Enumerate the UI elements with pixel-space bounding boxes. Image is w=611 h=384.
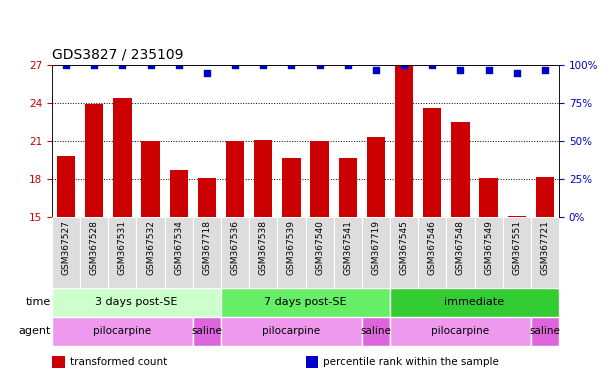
Text: GSM367718: GSM367718 [202,220,211,275]
Bar [531,317,559,346]
Bar [108,217,136,288]
Bar [390,288,559,317]
Text: 3 days post-SE: 3 days post-SE [95,297,178,308]
Point [287,62,296,68]
Text: saline: saline [191,326,222,336]
Text: 7 days post-SE: 7 days post-SE [264,297,347,308]
Text: GSM367534: GSM367534 [174,220,183,275]
Bar [113,98,131,217]
Bar [390,317,531,346]
Text: GSM367719: GSM367719 [371,220,381,275]
Text: GSM367527: GSM367527 [62,220,70,275]
Text: saline: saline [360,326,392,336]
Bar [282,157,301,217]
Point [145,62,155,68]
Point [230,62,240,68]
Text: pilocarpine: pilocarpine [262,326,321,336]
Point [428,62,437,68]
Bar [249,217,277,288]
Bar [475,217,503,288]
Bar [136,217,164,288]
Text: GSM367532: GSM367532 [146,220,155,275]
Bar [221,217,249,288]
Bar [85,104,103,217]
Bar [338,157,357,217]
Bar [52,317,193,346]
Bar [536,177,554,217]
Bar [395,64,413,217]
Bar [310,141,329,217]
Bar [164,217,193,288]
Bar [170,170,188,217]
Text: transformed count: transformed count [70,357,167,367]
Text: GSM367545: GSM367545 [400,220,409,275]
Bar [362,317,390,346]
Point [61,62,71,68]
Text: percentile rank within the sample: percentile rank within the sample [323,357,499,367]
Bar [423,108,441,217]
Bar [480,178,498,217]
Bar [52,288,221,317]
Point [202,70,212,76]
Bar [452,122,470,217]
Bar [362,217,390,288]
Bar [193,217,221,288]
Bar [193,317,221,346]
Point [399,62,409,68]
Text: time: time [26,297,51,308]
Text: immediate: immediate [444,297,505,308]
Text: GSM367541: GSM367541 [343,220,353,275]
Text: saline: saline [530,326,560,336]
Bar [367,137,385,217]
Bar [306,217,334,288]
Bar [254,140,273,217]
Bar [226,141,244,217]
Text: GSM367546: GSM367546 [428,220,437,275]
Text: GSM367531: GSM367531 [118,220,127,275]
Bar [80,217,108,288]
Text: pilocarpine: pilocarpine [93,326,152,336]
Point [343,62,353,68]
Point [484,67,494,73]
Point [512,70,522,76]
Bar [503,217,531,288]
Point [258,62,268,68]
Point [456,67,466,73]
Bar [221,288,390,317]
Bar [57,156,75,217]
Bar [531,217,559,288]
Text: GSM367536: GSM367536 [230,220,240,275]
Bar [334,217,362,288]
Bar [52,217,80,288]
Text: GSM367549: GSM367549 [484,220,493,275]
Text: GSM367539: GSM367539 [287,220,296,275]
Bar [418,217,447,288]
Point [117,62,127,68]
Text: GDS3827 / 235109: GDS3827 / 235109 [52,48,183,61]
Point [540,67,550,73]
Point [315,62,324,68]
Bar [141,141,159,217]
Bar [508,216,526,217]
Text: pilocarpine: pilocarpine [431,326,489,336]
Point [174,62,184,68]
Text: GSM367540: GSM367540 [315,220,324,275]
Text: GSM367548: GSM367548 [456,220,465,275]
Text: GSM367528: GSM367528 [90,220,99,275]
Bar [447,217,475,288]
Bar [390,217,418,288]
Bar [221,317,362,346]
Text: GSM367551: GSM367551 [512,220,521,275]
Text: agent: agent [18,326,51,336]
Point [371,67,381,73]
Text: GSM367721: GSM367721 [541,220,549,275]
Bar [198,178,216,217]
Point [89,62,99,68]
Bar [52,356,65,368]
Text: GSM367538: GSM367538 [258,220,268,275]
Bar [277,217,306,288]
Bar [306,356,318,368]
